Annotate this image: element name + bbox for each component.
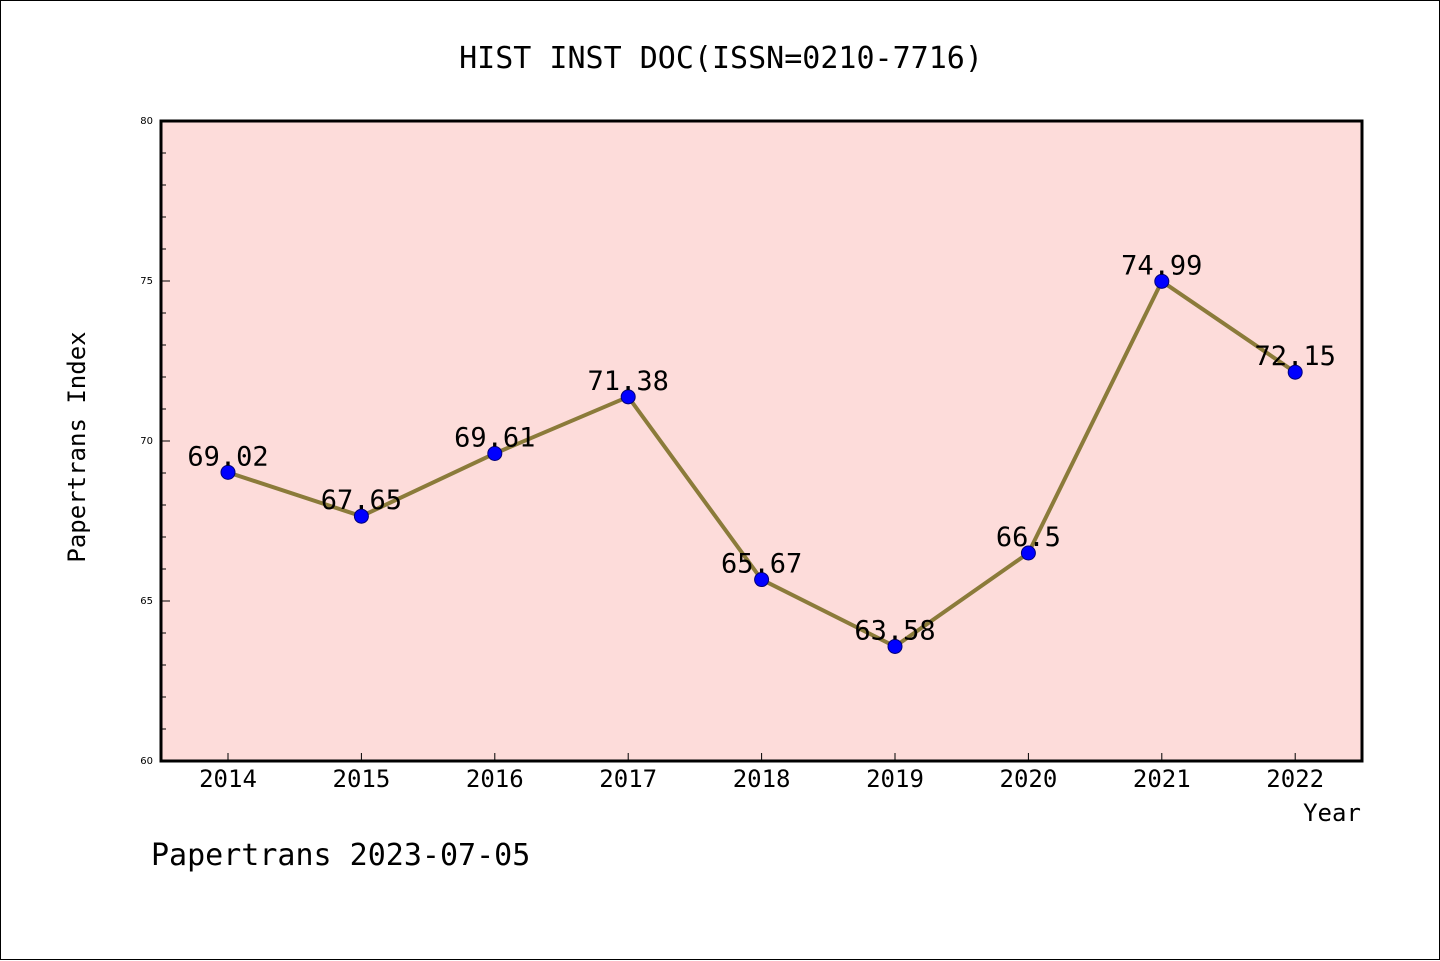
- y-tick-label: 60: [140, 756, 153, 767]
- data-point: [887, 638, 903, 654]
- y-tick-label: 70: [140, 436, 153, 447]
- data-point: [754, 572, 770, 588]
- data-label: 69.61: [454, 422, 535, 453]
- data-label: 63.58: [854, 615, 935, 646]
- data-label: 72.15: [1255, 341, 1336, 372]
- data-label: 66.5: [996, 522, 1061, 553]
- data-point: [1020, 545, 1036, 561]
- y-axis-label: Papertrans Index: [63, 331, 91, 562]
- y-tick-label: 65: [140, 596, 153, 607]
- data-labels: 69.02 67.65 69.61 71.38 65.67 63.58 66.5 74.99 7…: [187, 250, 1335, 646]
- x-tick-label: 2016: [466, 765, 524, 793]
- data-point: [353, 508, 369, 524]
- data-label: 67.65: [321, 485, 402, 516]
- data-label: 69.02: [187, 441, 268, 472]
- x-tick-label: 2022: [1266, 765, 1324, 793]
- plot-area: [161, 121, 1362, 761]
- y-tick-label: 80: [140, 116, 153, 127]
- y-tick-label: 75: [140, 276, 153, 287]
- data-label: 65.67: [721, 549, 802, 580]
- x-axis-label: Year: [1303, 799, 1361, 827]
- plot-frame: [159, 119, 1364, 763]
- x-tick-label: 2019: [866, 765, 924, 793]
- x-tick-label: 2015: [333, 765, 391, 793]
- x-tick-label: 2014: [199, 765, 257, 793]
- data-point: [620, 389, 636, 405]
- data-point: [220, 464, 236, 480]
- data-point: [1154, 273, 1170, 289]
- x-tick-label: 2017: [599, 765, 657, 793]
- x-tick-label: 2020: [1000, 765, 1058, 793]
- data-point: [487, 445, 503, 461]
- data-markers: [220, 273, 1303, 654]
- x-tick-label: 2018: [733, 765, 791, 793]
- data-label: 74.99: [1121, 250, 1202, 281]
- data-point: [1287, 364, 1303, 380]
- chart-title: HIST INST DOC(ISSN=0210-7716): [459, 41, 983, 76]
- x-tick-label: 2021: [1133, 765, 1191, 793]
- x-axis: 2014 2015 2016 2017 2018 2019 2020 2021 2022: [199, 753, 1324, 793]
- footer-text: Papertrans 2023-07-05: [151, 838, 530, 873]
- data-label: 71.38: [588, 366, 669, 397]
